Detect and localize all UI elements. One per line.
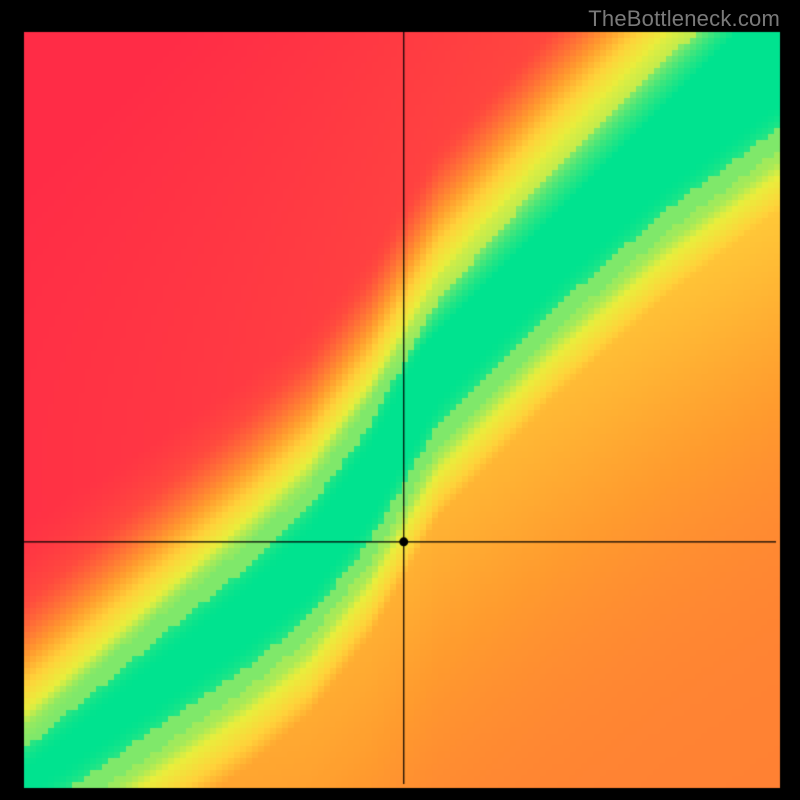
chart-container: TheBottleneck.com [0, 0, 800, 800]
watermark-text: TheBottleneck.com [588, 6, 780, 32]
heatmap-canvas [0, 0, 800, 800]
